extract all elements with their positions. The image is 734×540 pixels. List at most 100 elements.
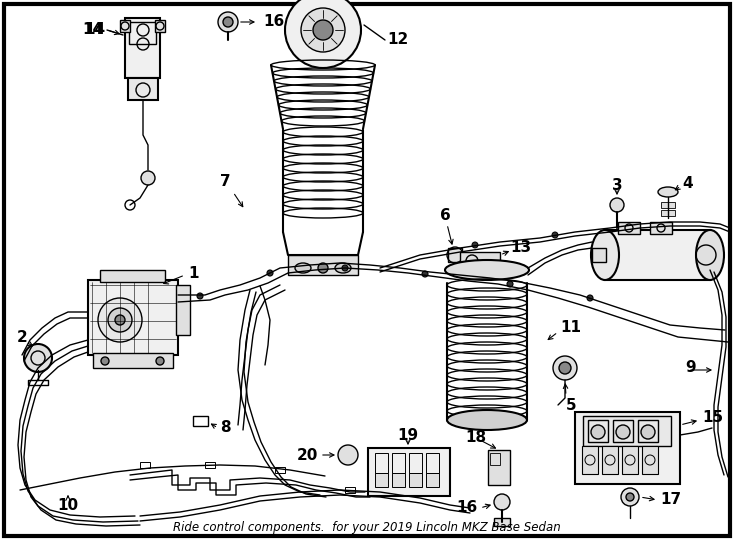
Circle shape (338, 445, 358, 465)
Bar (128, 78, 158, 100)
Circle shape (24, 344, 52, 372)
Text: 12: 12 (388, 32, 409, 48)
Bar (155, 20, 165, 32)
Bar (375, 453, 388, 473)
Bar (592, 248, 606, 262)
Bar (494, 518, 510, 526)
Circle shape (267, 270, 273, 276)
Bar (375, 473, 388, 487)
Text: 17: 17 (660, 492, 681, 508)
Circle shape (285, 0, 361, 68)
Bar (460, 252, 500, 270)
Bar (93, 353, 173, 368)
Text: 14: 14 (84, 23, 106, 37)
Bar (345, 487, 355, 493)
Text: 16: 16 (263, 15, 284, 30)
Bar (120, 20, 130, 32)
Ellipse shape (295, 263, 311, 273)
Ellipse shape (591, 230, 619, 280)
Bar (129, 22, 156, 44)
Circle shape (494, 494, 510, 510)
Text: 19: 19 (397, 428, 418, 442)
Bar (140, 462, 150, 468)
Ellipse shape (335, 263, 351, 273)
Text: 6: 6 (440, 207, 451, 222)
Bar (638, 420, 658, 442)
Bar (490, 453, 500, 465)
Text: 8: 8 (220, 421, 230, 435)
Circle shape (553, 356, 577, 380)
Bar (622, 446, 638, 474)
Circle shape (98, 298, 142, 342)
Text: 14: 14 (82, 23, 103, 37)
Bar (88, 280, 178, 355)
Circle shape (616, 425, 630, 439)
Bar (426, 453, 439, 473)
Text: 5: 5 (566, 398, 577, 413)
Circle shape (156, 357, 164, 365)
Text: 15: 15 (702, 410, 723, 426)
Circle shape (223, 17, 233, 27)
Circle shape (101, 357, 109, 365)
Ellipse shape (447, 410, 527, 430)
Text: 9: 9 (685, 361, 696, 375)
Circle shape (318, 263, 328, 273)
Text: 7: 7 (219, 174, 230, 190)
Bar (602, 446, 618, 474)
Bar (176, 285, 190, 335)
Bar (642, 446, 658, 474)
Text: 16: 16 (457, 501, 478, 516)
Circle shape (115, 315, 125, 325)
Text: Ride control components.  for your 2019 Lincoln MKZ Base Sedan: Ride control components. for your 2019 L… (173, 522, 561, 535)
Circle shape (559, 362, 571, 374)
Ellipse shape (658, 187, 678, 197)
Bar (613, 420, 633, 442)
Circle shape (641, 425, 655, 439)
Bar (392, 473, 405, 487)
Text: 13: 13 (510, 240, 531, 255)
Bar (661, 210, 675, 216)
Ellipse shape (445, 260, 529, 280)
Circle shape (218, 12, 238, 32)
Bar (409, 473, 422, 487)
Bar (193, 416, 208, 426)
Bar (650, 222, 672, 234)
Circle shape (108, 308, 132, 332)
Bar (275, 467, 285, 473)
Ellipse shape (696, 230, 724, 280)
Text: 4: 4 (682, 176, 693, 191)
Circle shape (587, 295, 593, 301)
Bar (125, 18, 160, 78)
Bar (582, 446, 598, 474)
Text: 18: 18 (465, 430, 487, 445)
Text: 20: 20 (297, 448, 318, 462)
Circle shape (621, 488, 639, 506)
Bar (100, 270, 165, 282)
Circle shape (313, 20, 333, 40)
Text: 10: 10 (57, 497, 79, 512)
Circle shape (472, 242, 478, 248)
Bar (409, 453, 422, 473)
Text: 2: 2 (17, 330, 27, 346)
Text: 3: 3 (611, 178, 622, 192)
Bar (661, 202, 675, 208)
Bar (392, 453, 405, 473)
Bar (605, 230, 710, 280)
Bar (575, 412, 680, 484)
Circle shape (141, 171, 155, 185)
Text: 1: 1 (188, 266, 198, 280)
Bar (448, 248, 462, 262)
Bar (288, 255, 358, 275)
Circle shape (610, 198, 624, 212)
Circle shape (591, 425, 605, 439)
Bar (618, 222, 640, 234)
Bar (583, 416, 671, 446)
Circle shape (197, 293, 203, 299)
Circle shape (626, 493, 634, 501)
Circle shape (447, 247, 463, 263)
Bar (205, 462, 215, 468)
Bar (488, 450, 510, 485)
Circle shape (552, 232, 558, 238)
Bar (426, 473, 439, 487)
Circle shape (507, 281, 513, 287)
